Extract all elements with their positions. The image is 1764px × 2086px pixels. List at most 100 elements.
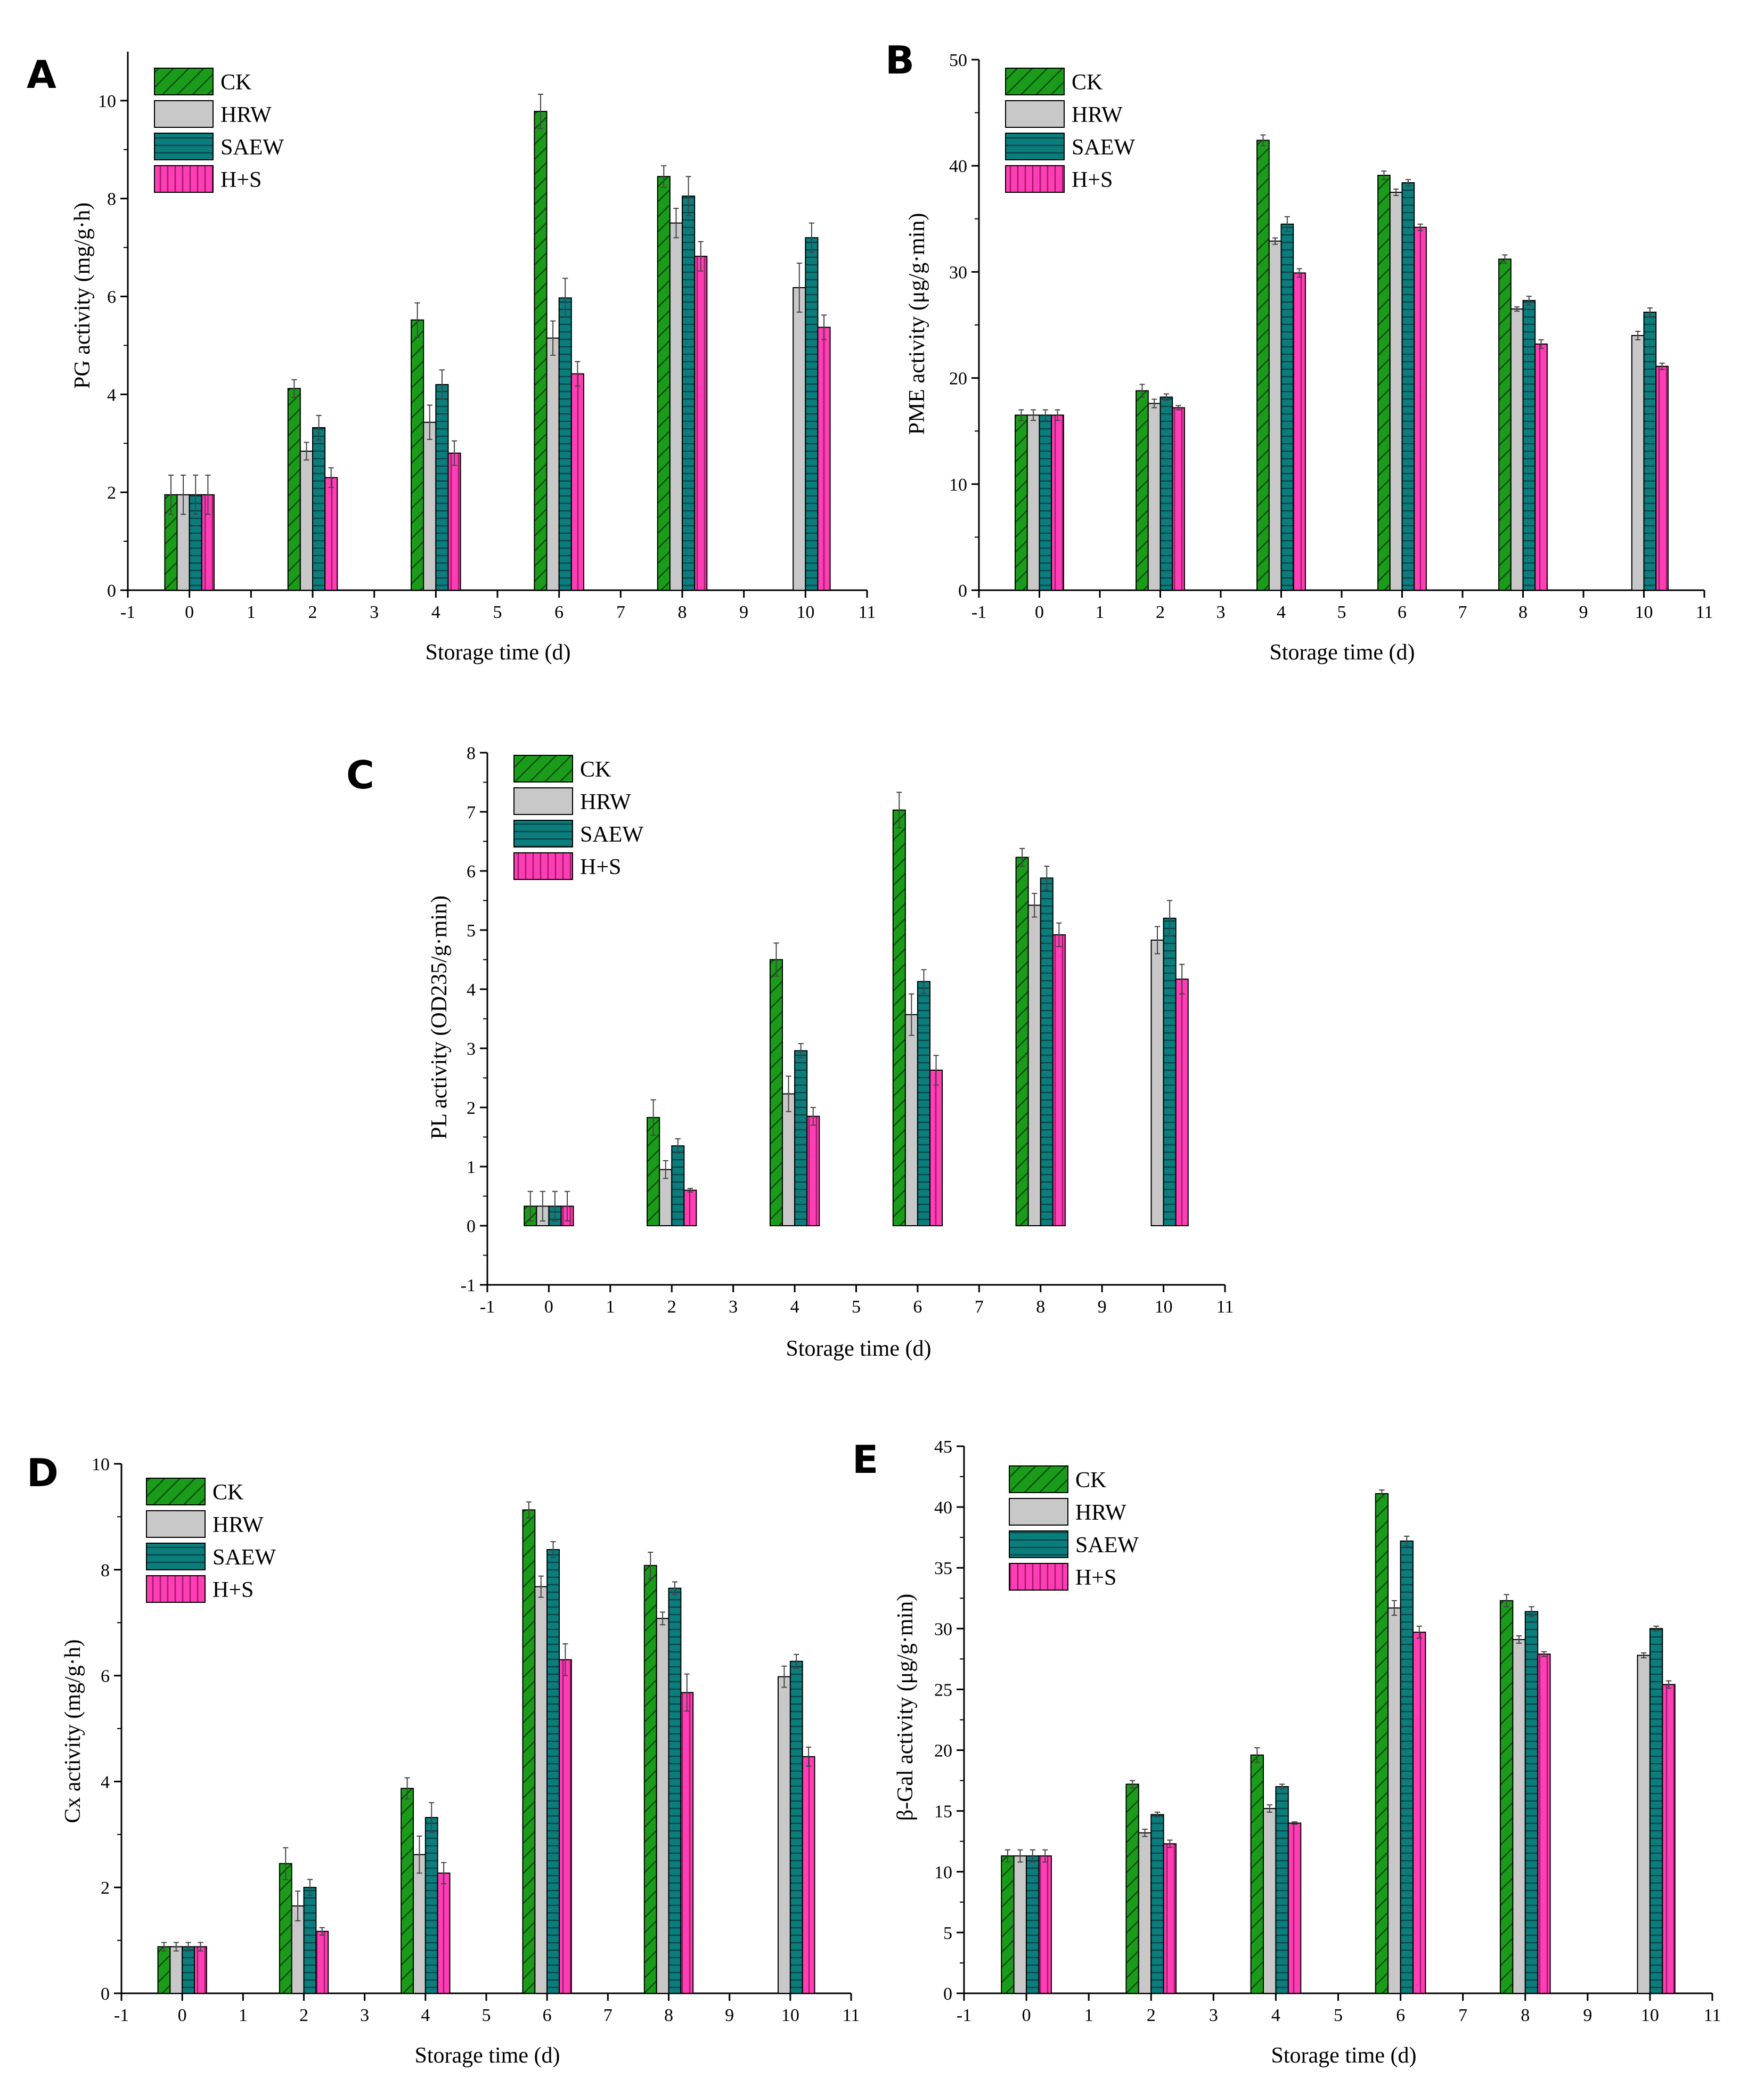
panel-e-bar-saew-day-6 [1400, 1541, 1414, 1994]
panel-b-bar-hs-day-0 [1051, 414, 1064, 591]
panel-e-legend-swatch-hs [1009, 1563, 1068, 1591]
panel-a-bar-ck-day-6 [534, 111, 548, 591]
panel-e-bar-hrw-day-0 [1013, 1855, 1027, 1994]
panel-d-ytick-label: 0 [101, 1984, 110, 2004]
panel-e-bar-saew-day-10 [1649, 1628, 1663, 1994]
panel-e-bar-ck-day-6 [1375, 1493, 1389, 1994]
panel-d-xtick-label: 5 [482, 2006, 491, 2025]
panel-e-bar-ck-day-4 [1250, 1754, 1264, 1994]
panel-c-legend-label-saew: SAEW [580, 822, 643, 847]
panel-d-legend-swatch-ck [146, 1478, 206, 1505]
panel-d-bar-saew-day-8 [668, 1587, 682, 1994]
panel-d-bar-hs-day-4 [437, 1872, 451, 1994]
panel-c-ytick-label: 8 [467, 744, 476, 763]
panel-c: C -1 0 1 2 3 4 5 6 7 8 -1 0 1 2 3 4 5 6 7 8 9 10 11 CK HRW SAEW H+… [346, 744, 1234, 1361]
panel-c-bar-saew-day-4 [794, 1050, 808, 1226]
panel-b-xlabel: Storage time (d) [1270, 640, 1415, 665]
panel-a-legend-label-hs: H+S [220, 168, 262, 192]
panel-b-bar-hrw-day-0 [1026, 414, 1040, 591]
panel-d-bar-ck-day-6 [522, 1509, 536, 1994]
panel-d-xtick-label: 3 [360, 2006, 369, 2025]
panel-d-legend-swatch-saew [146, 1543, 206, 1570]
panel-c-legend-swatch-hrw [513, 787, 573, 815]
panel-b-ytick-label: 20 [949, 369, 967, 389]
panel-e-bar-ck-day-0 [1001, 1855, 1015, 1994]
panel-b-bar-saew-day-8 [1522, 300, 1536, 591]
panel-a-bar-ck-day-8 [657, 176, 671, 591]
panel-a-bar-hrw-day-8 [669, 222, 683, 591]
panel-c-legend-label-hrw: HRW [580, 790, 631, 814]
panel-c-ytick-label: 4 [467, 980, 476, 1000]
panel-b-bar-hs-day-4 [1293, 272, 1306, 591]
panel-d-bar-hrw-day-6 [534, 1586, 548, 1994]
panel-a-bar-saew-day-10 [805, 237, 819, 591]
panel-e-legend-label-saew: SAEW [1075, 1533, 1139, 1558]
panel-c-bar-ck-day-8 [1015, 857, 1029, 1226]
panel-e-ytick-label: 10 [934, 1863, 952, 1883]
panel-c-ytick-label: 2 [467, 1098, 476, 1118]
panel-b-xtick-label: 6 [1398, 602, 1407, 622]
panel-d-bar-ck-day-4 [401, 1788, 414, 1994]
panel-e-xtick-label: 10 [1641, 2006, 1659, 2025]
panel-b-xtick-label: 3 [1216, 602, 1226, 622]
panel-d-bar-saew-day-2 [303, 1887, 317, 1994]
panel-d-xtick-label: 4 [421, 2006, 430, 2025]
panel-a-ytick-label: 10 [98, 92, 116, 111]
panel-d-ytick-label: 10 [92, 1455, 110, 1474]
panel-c-bar-hs-day-10 [1175, 979, 1189, 1226]
panel-d-xtick-label: 10 [781, 2006, 799, 2025]
panel-e-xtick-label: 5 [1334, 2006, 1343, 2025]
panel-b-xtick-label: 1 [1096, 602, 1105, 622]
panel-e-bar-saew-day-8 [1524, 1611, 1539, 1994]
panel-b-legend-label-ck: CK [1072, 70, 1102, 95]
panel-label-d: D [27, 1451, 59, 1495]
panel-e-legend-label-hs: H+S [1075, 1566, 1116, 1590]
panel-e-ytick-label: 0 [943, 1984, 952, 2004]
panel-b-legend-label-hs: H+S [1072, 168, 1113, 192]
panel-c-legend-label-ck: CK [580, 757, 611, 782]
panel-a-bar-hs-day-4 [447, 452, 461, 591]
panel-label-c: C [346, 753, 374, 797]
panel-a-ytick-label: 4 [107, 385, 116, 405]
panel-a-legend-swatch-ck [154, 68, 214, 95]
panel-e-ytick-label: 45 [934, 1437, 952, 1457]
panel-c-xtick-label: 6 [913, 1297, 922, 1317]
panel-b-xtick-label: 5 [1337, 602, 1346, 622]
panel-d-xtick-label: 11 [843, 2006, 860, 2025]
panel-c-xtick-label: 11 [1216, 1297, 1234, 1317]
panel-a-bar-saew-day-2 [312, 427, 326, 591]
panel-a-xlabel: Storage time (d) [426, 640, 571, 665]
panel-c-bar-saew-day-10 [1163, 917, 1177, 1227]
panel-b-ytick-label: 40 [949, 157, 967, 176]
panel-d-ytick-label: 8 [101, 1561, 110, 1580]
panel-d-bar-saew-day-0 [182, 1946, 195, 1994]
panel-b-bar-hs-day-10 [1655, 365, 1669, 591]
panel-b-xtick-label: 2 [1156, 602, 1165, 622]
panel-e-bar-hs-day-4 [1287, 1822, 1302, 1994]
panel-e-bar-hrw-day-6 [1387, 1607, 1401, 1994]
panel-label-b: B [885, 38, 914, 83]
panel-e-bar-hrw-day-2 [1138, 1832, 1152, 1994]
panel-e-bar-saew-day-0 [1026, 1855, 1040, 1994]
panel-d-bar-saew-day-10 [789, 1660, 803, 1994]
panel-b-ytick-label: 30 [949, 263, 967, 282]
panel-b-bar-hrw-day-6 [1389, 192, 1403, 591]
panel-a-xtick-label: 6 [554, 602, 564, 622]
panel-c-xtick-label: 4 [790, 1297, 799, 1317]
panel-c-ylabel: PL activity (OD235/g·min) [427, 895, 452, 1139]
panel-c-bar-hs-day-4 [806, 1115, 820, 1226]
panel-b-legend-swatch-ck [1005, 68, 1065, 95]
panel-c-bar-hs-day-8 [1052, 934, 1066, 1226]
panel-b-bar-hrw-day-10 [1631, 335, 1645, 591]
panel-c-xtick-label: 3 [729, 1297, 738, 1317]
panel-c-ytick-label: 7 [467, 803, 476, 822]
panel-b-bar-hrw-day-4 [1268, 240, 1282, 591]
panel-e-xtick-label: 7 [1458, 2006, 1467, 2025]
panel-b-xtick-label: 4 [1277, 602, 1286, 622]
panel-b-ytick-label: 50 [949, 51, 967, 70]
panel-b-bar-hrw-day-8 [1510, 308, 1524, 591]
panel-b-xtick-label: -1 [971, 602, 986, 622]
